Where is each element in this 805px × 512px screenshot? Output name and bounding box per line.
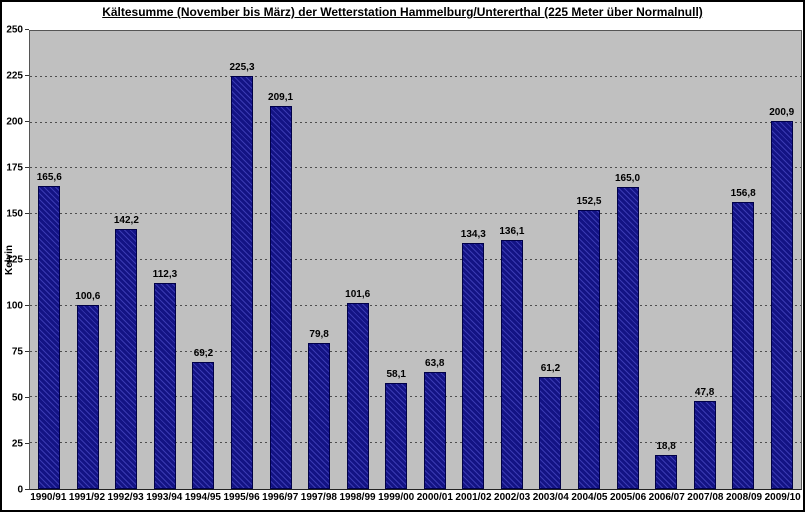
bar-value-label: 209,1 [268, 91, 294, 103]
bar-value-label: 101,6 [345, 288, 371, 300]
y-tick-mark [25, 213, 29, 214]
y-tick-label: 25 [11, 438, 23, 450]
x-tick-label: 2009/10 [764, 492, 801, 503]
bar-value-label: 112,3 [152, 269, 178, 281]
y-tick-label: 175 [6, 162, 23, 174]
bar-value-label: 79,8 [309, 328, 329, 340]
plot-area: 165,6 100,6 142,2 112,3 69,2 225,3 209,1 79,8 10… [29, 30, 802, 490]
gridline [30, 213, 801, 215]
x-tick-label: 2007/08 [687, 492, 724, 503]
bar [423, 372, 446, 489]
bar-value-label: 225,3 [229, 62, 255, 74]
bar [655, 454, 678, 489]
bar-value-label: 69,2 [193, 348, 214, 360]
x-tick-label: 1990/91 [30, 492, 67, 503]
bar-value-label: 61,2 [540, 362, 561, 374]
bar-value-label: 47,8 [694, 387, 715, 399]
bar [153, 283, 176, 489]
bar [231, 76, 254, 489]
x-tick-label: 1999/00 [378, 492, 415, 503]
gridline [30, 304, 801, 306]
bar [693, 401, 716, 489]
x-tick-label: 1998/99 [339, 492, 376, 503]
y-tick-mark [25, 443, 29, 444]
y-tick-label: 250 [6, 24, 23, 36]
bar-value-label: 136,1 [499, 225, 525, 237]
bar-value-label: 134,3 [460, 228, 486, 240]
bar [616, 186, 639, 489]
y-tick-mark [25, 489, 29, 490]
bar [76, 304, 99, 489]
bar-value-label: 18,8 [656, 440, 676, 452]
x-tick-label: 2008/09 [725, 492, 763, 503]
bar [462, 242, 485, 489]
gridline [30, 121, 801, 123]
y-tick-mark [25, 75, 29, 76]
x-tick-label: 2004/05 [571, 492, 608, 503]
y-tick-label: 75 [11, 346, 23, 358]
bar-value-label: 142,2 [113, 214, 139, 226]
y-tick-mark [25, 351, 29, 352]
gridline [30, 396, 801, 398]
bar [500, 239, 523, 489]
y-tick-label: 225 [6, 70, 23, 82]
y-tick-label: 100 [6, 300, 23, 312]
bar [115, 228, 138, 489]
y-tick-label: 150 [6, 208, 23, 220]
x-tick-label: 1991/92 [68, 492, 106, 503]
chart-title: Kältesumme (November bis März) der Wette… [102, 5, 703, 19]
x-tick-label: 1996/97 [262, 492, 299, 503]
bar-value-label: 58,1 [386, 368, 406, 380]
gridline [30, 259, 801, 260]
bar-value-label: 152,5 [576, 195, 602, 207]
bar-value-label: 100,6 [75, 290, 101, 302]
y-tick-mark [25, 167, 29, 168]
gridline [30, 442, 801, 444]
bar-value-label: 156,8 [730, 187, 756, 199]
y-tick-label: 125 [6, 254, 23, 266]
y-tick-mark [25, 29, 29, 30]
x-tick-label: 1994/95 [184, 492, 221, 503]
x-tick-label: 1995/96 [223, 492, 260, 503]
bar [732, 201, 755, 489]
bar [539, 376, 562, 489]
y-tick-mark [25, 121, 29, 122]
x-tick-label: 2003/04 [532, 492, 569, 503]
bar [346, 302, 369, 489]
bar-value-label: 165,6 [36, 171, 62, 183]
x-tick-label: 2006/07 [648, 492, 685, 503]
y-tick-label: 50 [11, 392, 23, 404]
bar [308, 342, 331, 489]
gridline [30, 75, 801, 77]
x-tick-label: 1992/93 [107, 492, 144, 503]
bar [385, 382, 408, 489]
bar-value-label: 63,8 [425, 358, 445, 370]
bar-value-label: 200,9 [769, 106, 795, 118]
bar [770, 120, 793, 489]
bar [269, 105, 292, 489]
bar [577, 209, 600, 489]
y-tick-label: 200 [6, 116, 23, 128]
x-tick-label: 2005/06 [609, 492, 647, 503]
y-axis: 0 25 50 75 100 125 150 175 200 225 250 [2, 25, 29, 496]
y-tick-mark [25, 397, 29, 398]
y-tick-label: 0 [17, 484, 23, 496]
gridline [30, 167, 801, 169]
x-axis: 1990/91 1991/92 1992/93 1993/94 1994/95 1995/… [29, 492, 802, 506]
x-tick-label: 2000/01 [416, 492, 453, 503]
x-tick-label: 2001/02 [455, 492, 492, 503]
bar [192, 362, 215, 489]
x-tick-label: 1993/94 [146, 492, 183, 503]
x-tick-label: 2002/03 [494, 492, 531, 503]
x-tick-label: 1997/98 [300, 492, 337, 503]
bar-value-label: 165,0 [615, 172, 641, 184]
y-tick-mark [25, 259, 29, 260]
bar [38, 185, 61, 489]
y-tick-mark [25, 305, 29, 306]
gridline [30, 350, 801, 352]
